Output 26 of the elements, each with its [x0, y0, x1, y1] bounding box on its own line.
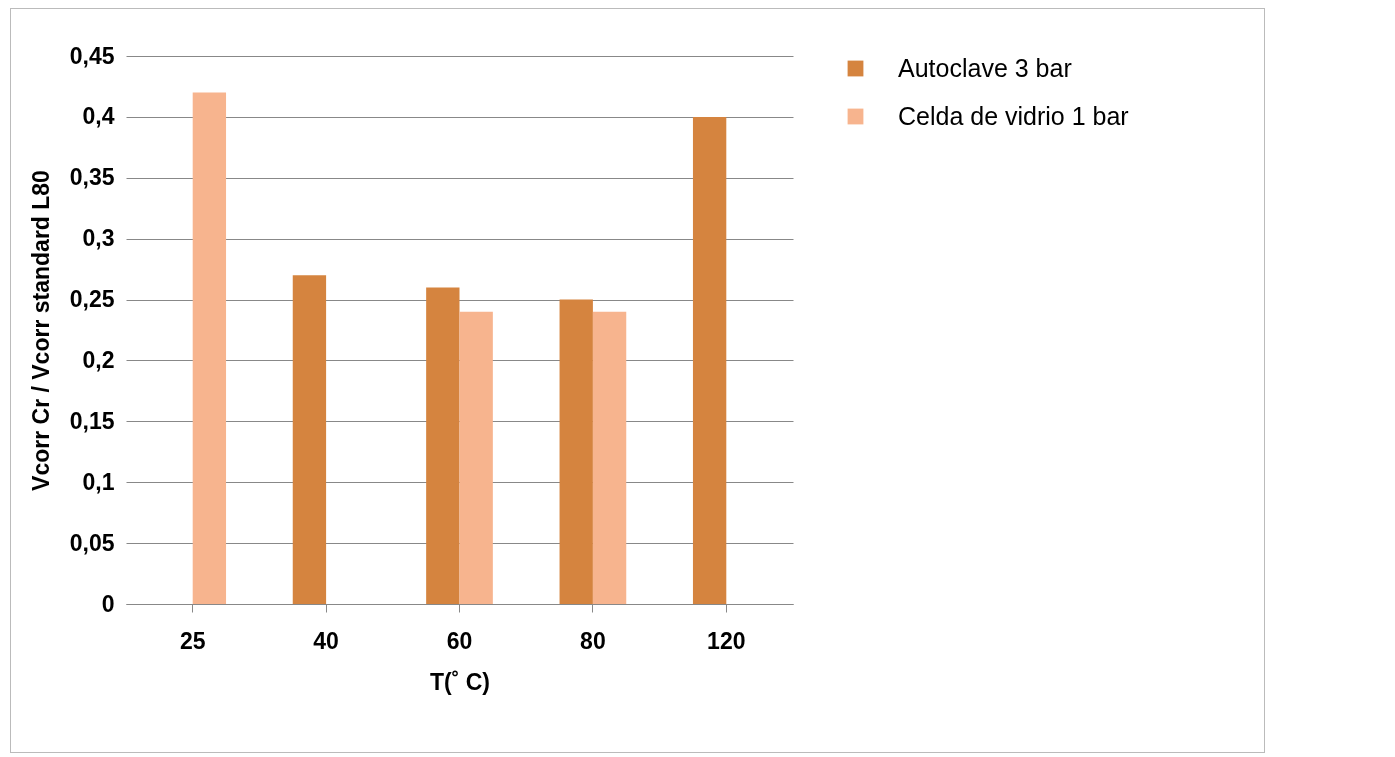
- y-tick-label: 0: [101, 590, 115, 617]
- x-tick-label: 60: [446, 627, 473, 654]
- y-axis-title: Vcorr Cr / Vcorr standard L80: [27, 170, 54, 491]
- x-tick-label: 80: [580, 627, 606, 654]
- x-axis-title: T(˚ C): [429, 668, 491, 695]
- y-tick-label: 0,1: [82, 468, 115, 495]
- legend-label: Celda de vidrio 1 bar: [898, 101, 1129, 130]
- x-tick-label: 25: [179, 627, 206, 654]
- y-tick-label: 0,2: [82, 346, 115, 373]
- y-tick-label: 0,25: [69, 286, 115, 313]
- x-tick-label: 40: [313, 627, 339, 654]
- y-tick-label: 0,05: [69, 529, 115, 556]
- x-tick-label: 120: [707, 627, 746, 654]
- y-tick-label: 0,3: [82, 225, 115, 252]
- y-tick-label: 0,45: [69, 42, 115, 69]
- y-tick-label: 0,4: [82, 103, 115, 130]
- bar: [592, 311, 627, 604]
- legend-label: Autoclave 3 bar: [898, 53, 1072, 82]
- bar: [192, 92, 227, 604]
- bar: [559, 299, 593, 604]
- bar: [292, 275, 327, 604]
- bar: [692, 116, 727, 604]
- y-tick-label: 0,35: [69, 164, 115, 191]
- bar: [426, 287, 460, 604]
- y-tick-label: 0,15: [69, 407, 115, 434]
- bar: [459, 311, 493, 604]
